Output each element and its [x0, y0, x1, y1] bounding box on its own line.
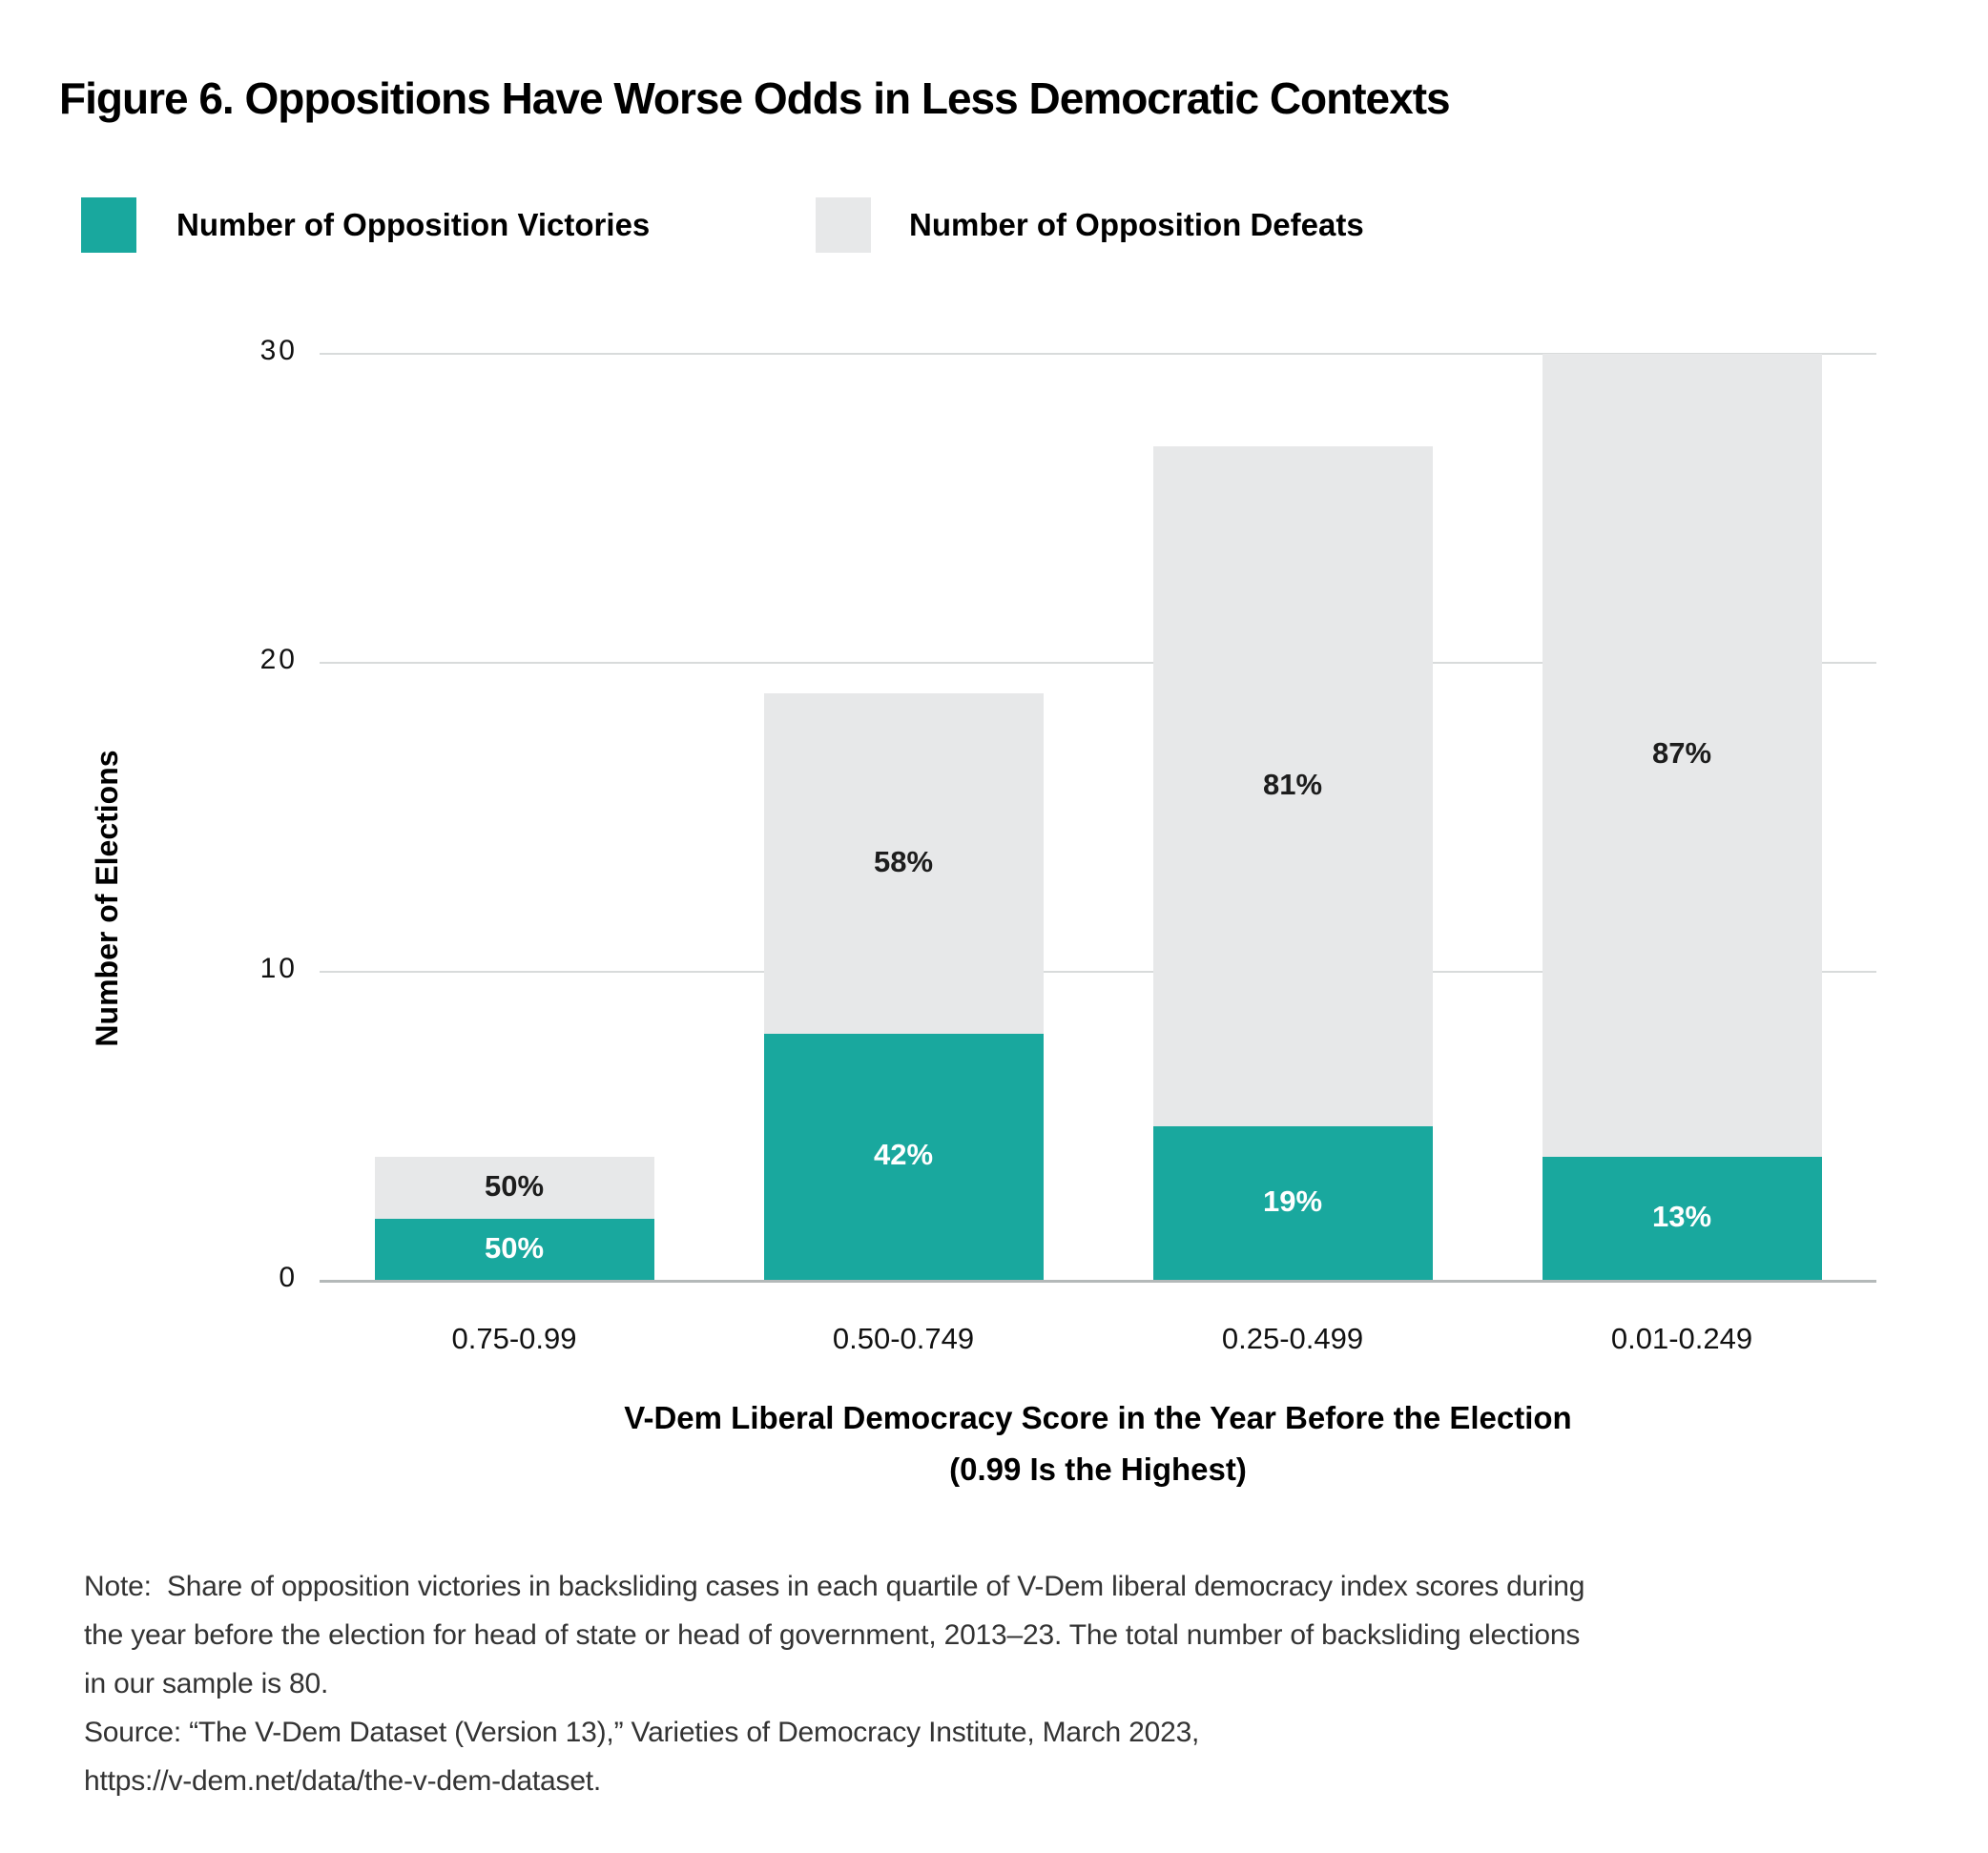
gridline-10	[320, 971, 1876, 973]
legend-label-victories: Number of Opposition Victories	[176, 207, 651, 242]
x-tick-label-2: 0.25-0.499	[1221, 1322, 1364, 1355]
bar-segment-victories	[1542, 1157, 1822, 1281]
bar-segment-defeats	[1542, 354, 1822, 1158]
bar-label-defeats: 87%	[1651, 736, 1712, 771]
source-line-2: https://v-dem.net/data/the-v-dem-dataset…	[84, 1765, 602, 1797]
source-line-1: Source: “The V-Dem Dataset (Version 13),…	[84, 1717, 1200, 1748]
note-block: Note: Share of opposition victories in b…	[84, 1562, 1584, 1805]
bar-label-victories: 13%	[1651, 1200, 1712, 1234]
note-line-1: Note: Share of opposition victories in b…	[84, 1571, 1585, 1602]
gridline-20	[320, 662, 1876, 664]
y-tick-label-0: 0	[279, 1262, 298, 1293]
note-line-3: in our sample is 80.	[84, 1668, 329, 1699]
gridline-30	[320, 353, 1876, 355]
bar-label-victories: 50%	[484, 1230, 545, 1265]
x-axis-title-line2: (0.99 Is the Highest)	[949, 1452, 1247, 1487]
x-axis-line	[320, 1280, 1876, 1283]
bar-label-victories: 19%	[1262, 1184, 1323, 1218]
bar-label-victories: 42%	[873, 1138, 934, 1172]
bar-segment-victories	[1152, 1126, 1433, 1281]
bar-segment-victories	[374, 1219, 654, 1281]
y-tick-label-10: 10	[259, 953, 298, 984]
bar-segment-defeats	[374, 1157, 654, 1220]
x-tick-label-0: 0.75-0.99	[451, 1322, 577, 1355]
bar-segment-defeats	[763, 693, 1044, 1034]
x-tick-label-1: 0.50-0.749	[832, 1322, 975, 1355]
legend-swatch-defeats	[816, 197, 871, 253]
y-tick-label-30: 30	[259, 335, 298, 366]
note-line-2: the year before the election for head of…	[84, 1619, 1581, 1651]
bar-segment-victories	[763, 1033, 1044, 1281]
y-tick-label-20: 20	[259, 644, 298, 675]
legend-swatch-victories	[81, 197, 136, 253]
bar-label-defeats: 81%	[1262, 767, 1323, 801]
x-tick-label-3: 0.01-0.249	[1610, 1322, 1753, 1355]
bar-label-defeats: 58%	[873, 844, 934, 878]
figure-title: Figure 6. Oppositions Have Worse Odds in…	[59, 73, 1451, 123]
y-axis-title: Number of Elections	[90, 750, 124, 1047]
bar-segment-defeats	[1152, 446, 1433, 1126]
bar-label-defeats: 50%	[484, 1168, 545, 1203]
x-axis-title: V-Dem Liberal Democracy Score in the Yea…	[526, 1392, 1670, 1495]
x-axis-title-line1: V-Dem Liberal Democracy Score in the Yea…	[624, 1400, 1572, 1435]
legend-label-defeats: Number of Opposition Defeats	[909, 207, 1364, 242]
